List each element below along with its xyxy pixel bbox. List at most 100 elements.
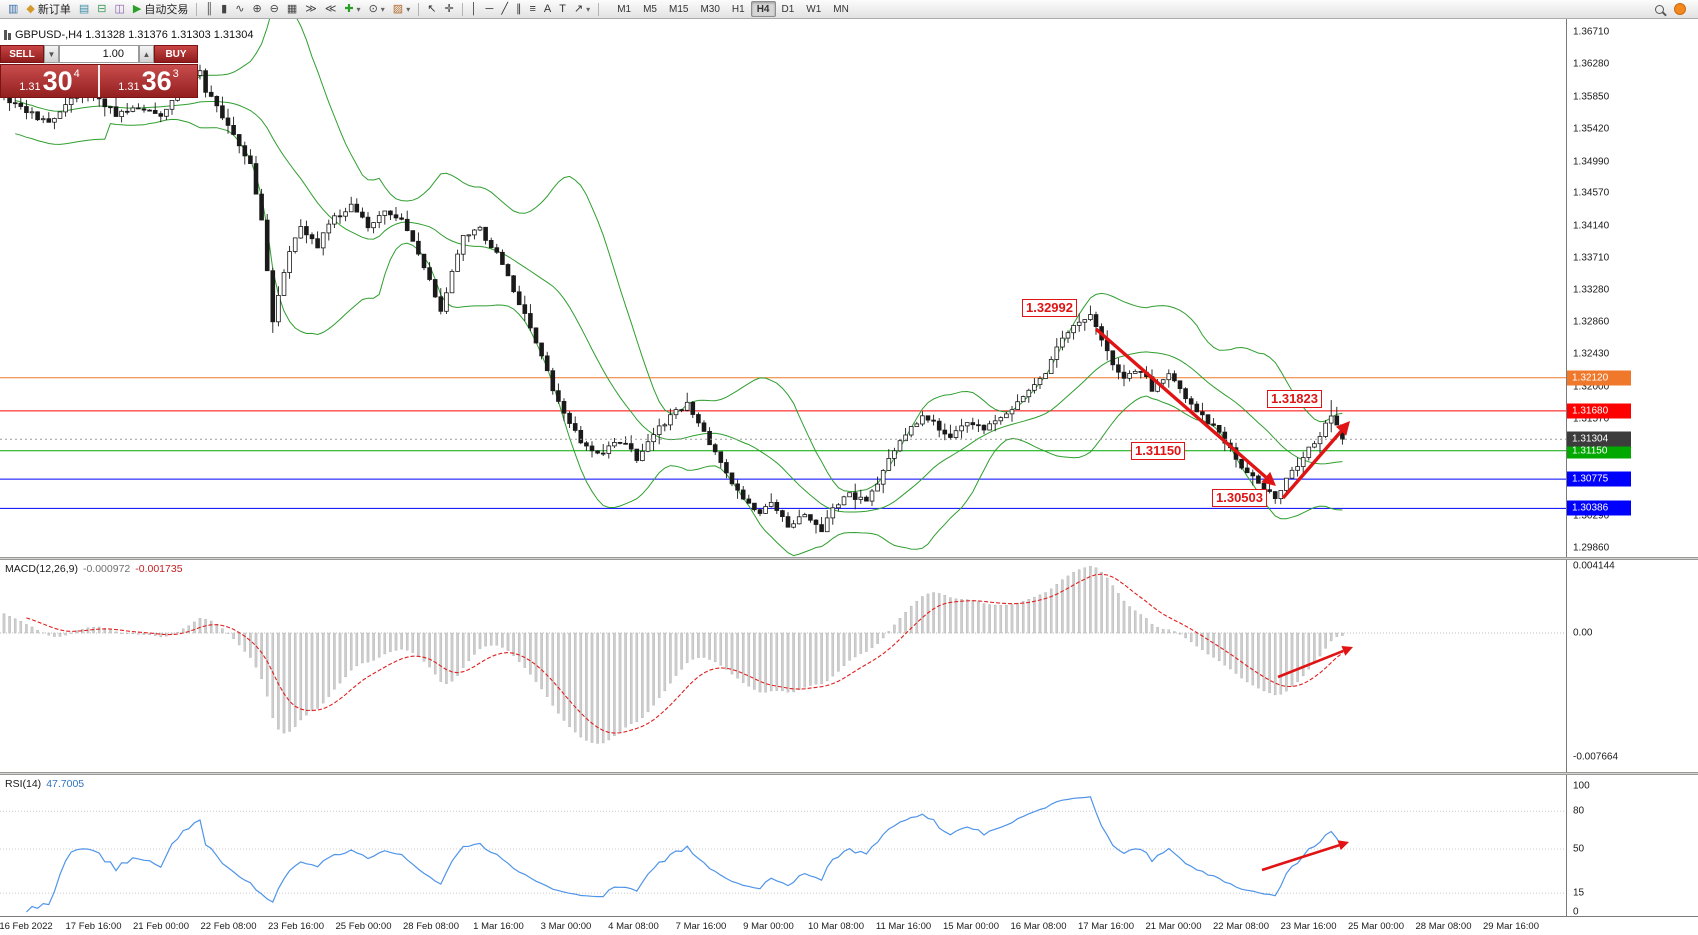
candlesticks <box>1 64 1345 534</box>
horizontal-levels[interactable] <box>0 377 1566 509</box>
trade-controls-row: SELL ▼ 1.00 ▲ BUY <box>0 45 198 63</box>
chevron-down-icon: ▾ <box>356 4 361 14</box>
macd-histogram <box>2 566 1344 744</box>
time-label: 15 Mar 00:00 <box>943 921 999 932</box>
price-tick-label: 1.34990 <box>1573 156 1610 168</box>
bars-chart-icon: ║ <box>205 2 214 15</box>
auto-scroll-button[interactable]: ≫ <box>301 1 321 18</box>
new-chart-button[interactable]: ▥ <box>4 1 22 18</box>
autotrading-label: 自动交易 <box>144 4 189 16</box>
toolbar-separator <box>598 2 600 16</box>
navigator-button[interactable]: ◫ <box>111 1 129 18</box>
timeframe-m5-button[interactable]: M5 <box>643 3 657 15</box>
time-label: 17 Feb 16:00 <box>65 921 122 932</box>
volume-increase-button[interactable]: ▲ <box>139 45 154 63</box>
rsi-canvas[interactable] <box>0 775 1566 916</box>
bid-pipette: 4 <box>73 68 80 80</box>
chart-shift-icon: ≪ <box>324 2 337 15</box>
volume-decrease-button[interactable]: ▼ <box>44 45 59 63</box>
timeframe-m15-button[interactable]: M15 <box>669 3 689 15</box>
one-click-trading-panel: SELL ▼ 1.00 ▲ BUY 1.31 30 4 1.31 36 3 <box>0 45 198 98</box>
timeframe-h1-button[interactable]: H1 <box>731 3 745 15</box>
price-tick-label: 1.31570 <box>1573 413 1610 425</box>
trend-arrow[interactable] <box>1094 327 1276 486</box>
ask-price-button[interactable]: 1.31 36 3 <box>98 65 197 97</box>
chart-window[interactable]: 1.36710 1.36280 1.35850 1.35420 1.34990 1.345… <box>0 19 1698 935</box>
zoom-in-icon: ⊕ <box>252 2 262 15</box>
auto-scroll-icon: ≫ <box>305 2 317 15</box>
ask-prefix: 1.31 <box>118 81 140 93</box>
autotrading-icon: ▶ <box>132 2 142 15</box>
ask-pipette: 3 <box>172 68 179 80</box>
data-window-button[interactable]: ⊟ <box>93 1 110 18</box>
zoom-in-button[interactable]: ⊕ <box>248 1 265 18</box>
text-button[interactable]: A <box>540 1 555 18</box>
community-icon[interactable] <box>1674 3 1686 15</box>
time-label: 9 Mar 00:00 <box>743 921 794 932</box>
line-chart-icon: ∿ <box>235 2 245 15</box>
panel-separator[interactable] <box>0 772 1698 775</box>
timeframe-d1-button[interactable]: D1 <box>781 3 795 15</box>
market-watch-icon: ▤ <box>78 2 90 15</box>
volume-input[interactable]: 1.00 <box>59 45 139 63</box>
price-level-tag: 1.31680 <box>1567 403 1631 419</box>
time-axis[interactable]: 16 Feb 2022 17 Feb 16:00 21 Feb 00:00 22 Fe… <box>0 916 1698 935</box>
fibonacci-retracement-button[interactable]: ≡ <box>525 1 539 18</box>
main-chart-canvas[interactable] <box>0 19 1566 557</box>
triangle-down-icon: ▼ <box>47 49 56 59</box>
toolbar-buttons: ▥ ◆ 新订单 ▤ ⊟ ◫ ▶ 自动交易 ║ ▮ ∿ ⊕ ⊖ ▦ ≫ ≪ ✚ ▾ ⊙ ▾ ▨ ▾ ↖ ✛ │ ─ ╱ ∥ ≡ A T ↗ ▾ <box>4 0 603 18</box>
macd-indicator-label: MACD(12,26,9) -0.000972 -0.001735 <box>5 563 183 575</box>
cursor-icon: ↖ <box>427 2 437 15</box>
macd-signal-line <box>26 573 1343 734</box>
chart-shift-button[interactable]: ≪ <box>321 1 341 18</box>
sell-button[interactable]: SELL <box>0 45 44 63</box>
templates-button[interactable]: ▨ ▾ <box>389 1 414 18</box>
time-label: 10 Mar 08:00 <box>808 921 864 932</box>
tile-windows-icon: ▦ <box>286 2 298 15</box>
time-label: 22 Feb 08:00 <box>200 921 257 932</box>
price-tick-label: 1.32000 <box>1573 381 1610 393</box>
line-chart-button[interactable]: ∿ <box>231 1 248 18</box>
timeframe-mn-button[interactable]: MN <box>833 3 849 15</box>
candlestick-chart-button[interactable]: ▮ <box>217 1 231 18</box>
new-order-button[interactable]: ◆ 新订单 <box>22 1 74 18</box>
periods-button[interactable]: ⊙ ▾ <box>365 1 389 18</box>
price-scale[interactable]: 1.36710 1.36280 1.35850 1.35420 1.34990 1.345… <box>1566 19 1698 918</box>
rsi-tick-label: 50 <box>1573 843 1585 855</box>
zoom-out-button[interactable]: ⊖ <box>266 1 283 18</box>
trend-arrow[interactable] <box>1281 421 1350 500</box>
tile-windows-button[interactable]: ▦ <box>283 1 301 18</box>
cursor-button[interactable]: ↖ <box>423 1 440 18</box>
bars-chart-button[interactable]: ║ <box>201 1 217 18</box>
market-watch-button[interactable]: ▤ <box>75 1 93 18</box>
arrow-objects-button[interactable]: ↗ ▾ <box>570 1 594 18</box>
time-label: 16 Mar 08:00 <box>1010 921 1067 932</box>
panel-separator[interactable] <box>0 557 1698 560</box>
buy-button[interactable]: BUY <box>154 45 198 63</box>
trendline-button[interactable]: ╱ <box>497 1 512 18</box>
bid-price-button[interactable]: 1.31 30 4 <box>1 65 98 97</box>
crosshair-button[interactable]: ✛ <box>440 1 457 18</box>
price-tick-label: 1.36710 <box>1573 26 1610 38</box>
equidistant-channel-button[interactable]: ∥ <box>512 1 526 18</box>
time-label: 1 Mar 16:00 <box>473 921 524 932</box>
time-label: 21 Feb 00:00 <box>133 921 189 932</box>
timeframe-w1-button[interactable]: W1 <box>806 3 822 15</box>
vertical-line-icon: │ <box>470 2 478 15</box>
search-icon[interactable] <box>1655 4 1664 14</box>
macd-canvas[interactable] <box>0 560 1566 772</box>
horizontal-line-button[interactable]: ─ <box>482 1 498 18</box>
trend-arrow[interactable] <box>1277 646 1353 679</box>
bid-prefix: 1.31 <box>19 81 41 93</box>
vertical-line-button[interactable]: │ <box>467 1 482 18</box>
autotrading-button[interactable]: ▶ 自动交易 <box>129 1 192 18</box>
time-label: 23 Feb 16:00 <box>268 921 324 932</box>
indicators-button[interactable]: ✚ ▾ <box>340 1 364 18</box>
arrow-objects-icon: ↗ <box>573 2 584 15</box>
timeframe-h4-button[interactable]: H4 <box>750 1 776 17</box>
text-label-button[interactable]: T <box>555 1 570 18</box>
time-label: 16 Feb 2022 <box>0 921 53 932</box>
timeframe-m30-button[interactable]: M30 <box>700 3 720 15</box>
timeframe-m1-button[interactable]: M1 <box>617 3 632 15</box>
trend-arrow[interactable] <box>1261 840 1349 872</box>
